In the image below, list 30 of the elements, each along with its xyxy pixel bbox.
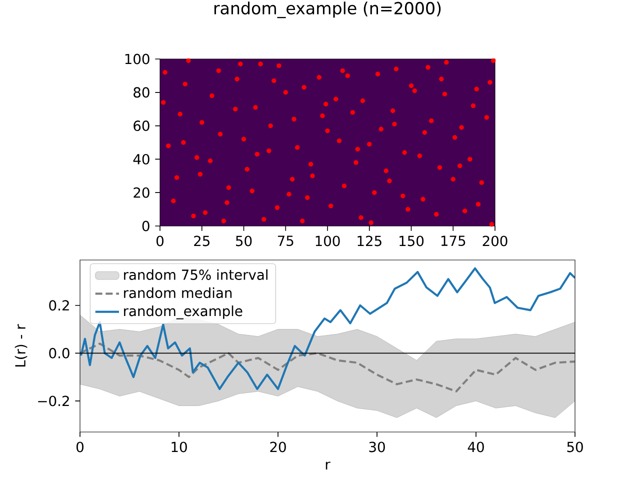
y-tick-label: 0.0	[49, 348, 70, 358]
x-tick-label: 20	[270, 442, 286, 452]
legend-label: random median	[124, 287, 232, 298]
x-tick-label: 10	[172, 442, 187, 452]
y-tick-label: 0.2	[49, 300, 69, 311]
legend-label: random_example	[124, 305, 242, 320]
chart-title: random_example (n=2000)	[214, 2, 441, 18]
y-tick-label: −0.2	[38, 396, 69, 406]
x-tick-label: 100	[316, 236, 340, 246]
x-tick-label: 0	[76, 442, 84, 452]
x-tick-label: 150	[400, 236, 424, 246]
x-tick-label: 40	[468, 442, 484, 452]
x-tick-label: 50	[236, 236, 252, 246]
y-tick-label: 0	[142, 220, 150, 232]
x-tick-label: 200	[482, 236, 508, 246]
y-tick-label: 20	[134, 187, 150, 198]
x-tick-label: 50	[567, 442, 583, 452]
x-tick-label: 30	[369, 442, 385, 452]
x-tick-label: 125	[358, 236, 382, 246]
y-tick-label: 80	[134, 87, 150, 98]
y-tick-label: 100	[125, 54, 150, 64]
x-axis-title: r	[326, 462, 330, 470]
x-tick-label: 25	[194, 236, 210, 246]
legend-label: random 75% interval	[124, 269, 268, 280]
y-tick-label: 60	[134, 120, 150, 132]
x-tick-label: 0	[156, 236, 164, 246]
y-axis-title: L(r) - r	[14, 324, 28, 366]
x-tick-label: 175	[441, 236, 466, 246]
y-tick-label: 40	[133, 154, 150, 164]
x-tick-label: 75	[278, 236, 294, 246]
